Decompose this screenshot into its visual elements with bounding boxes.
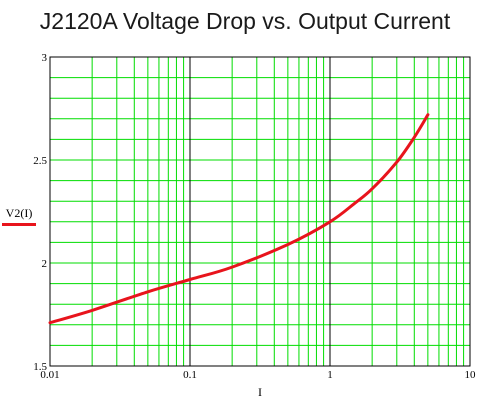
series-line-v2 bbox=[48, 113, 430, 325]
y-tick-label: 2 bbox=[42, 258, 48, 270]
y-tick-label: 2.5 bbox=[33, 155, 47, 167]
x-tick-label: 1 bbox=[327, 369, 333, 381]
y-tick-label: 3 bbox=[42, 52, 48, 64]
y-tick-label: 1.5 bbox=[33, 361, 47, 373]
minor-grid bbox=[50, 56, 470, 367]
x-tick-labels: 0.01 0.1 1 10 bbox=[40, 369, 476, 381]
x-axis-label: I bbox=[258, 385, 262, 399]
x-tick-label: 10 bbox=[465, 369, 477, 381]
x-tick-label: 0.01 bbox=[40, 369, 59, 381]
major-grid bbox=[49, 57, 471, 366]
legend-swatch bbox=[2, 223, 36, 226]
plot-frame bbox=[49, 56, 471, 367]
y-tick-labels: 1.5 2 2.5 3 bbox=[33, 52, 47, 373]
legend: V2(I) bbox=[2, 206, 36, 226]
legend-label: V2(I) bbox=[5, 206, 33, 220]
x-tick-label: 0.1 bbox=[183, 369, 197, 381]
chart-title: J2120A Voltage Drop vs. Output Current bbox=[39, 8, 451, 34]
